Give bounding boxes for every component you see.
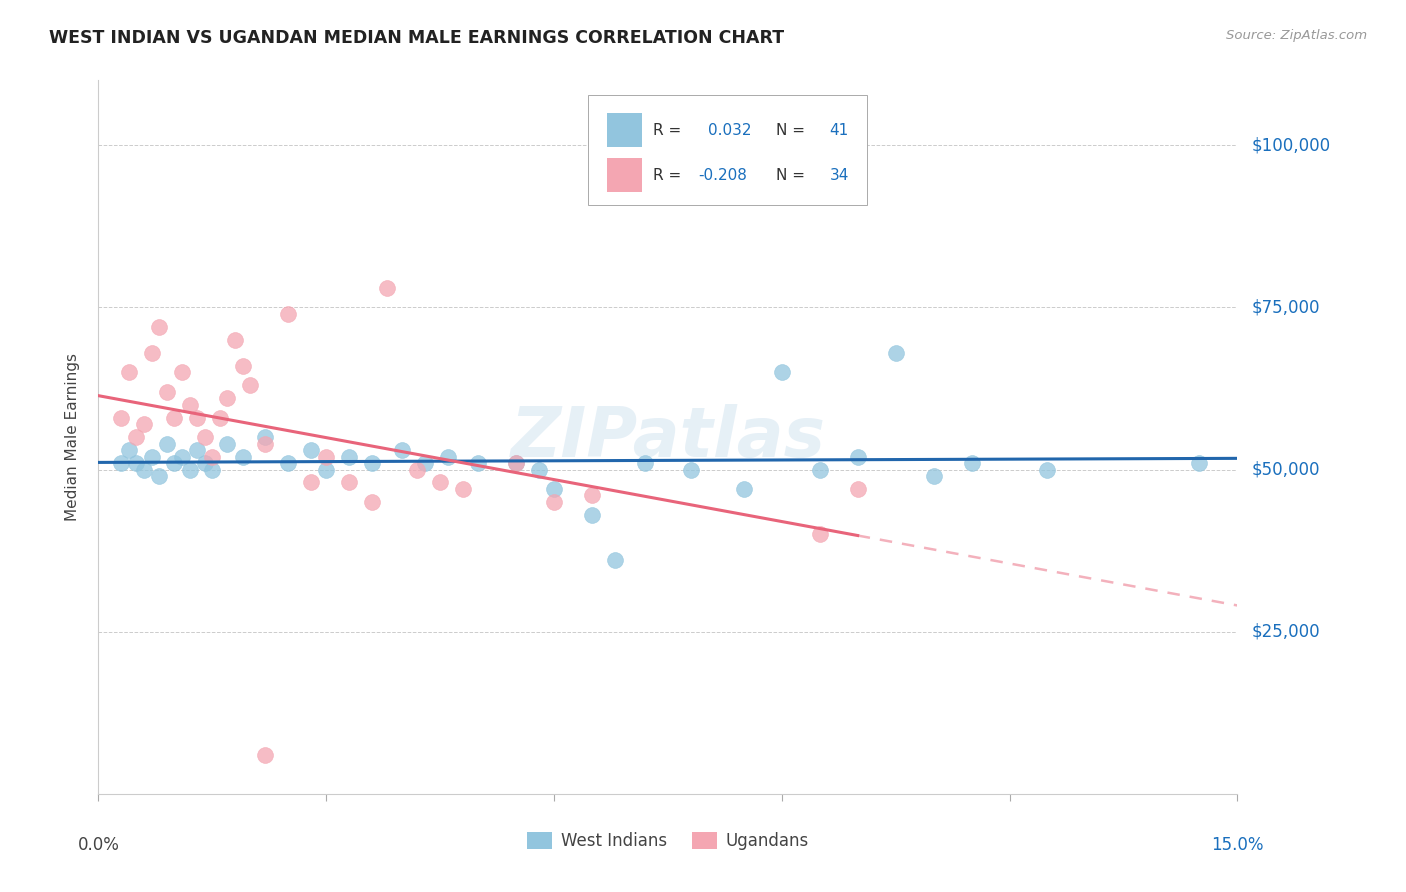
Text: 41: 41 [830, 123, 849, 137]
Point [846, 482, 869, 496]
Point [770, 365, 793, 379]
Text: ZIPatlas: ZIPatlas [510, 403, 825, 471]
Point [186, 410, 208, 425]
Point [277, 307, 299, 321]
Point [808, 527, 831, 541]
Point [360, 456, 382, 470]
Point [232, 359, 254, 373]
Point [163, 410, 186, 425]
Point [603, 553, 626, 567]
Point [132, 417, 155, 431]
Point [527, 462, 550, 476]
Point [179, 398, 201, 412]
Point [179, 462, 201, 476]
Text: 34: 34 [830, 168, 849, 183]
Point [125, 430, 148, 444]
Point [110, 410, 132, 425]
Text: 0.0%: 0.0% [77, 836, 120, 854]
Point [505, 456, 527, 470]
Point [217, 436, 239, 450]
Point [254, 436, 277, 450]
Point [505, 456, 527, 470]
Text: R =: R = [652, 123, 682, 137]
Point [163, 456, 186, 470]
Point [846, 450, 869, 464]
FancyBboxPatch shape [607, 158, 641, 193]
Text: R =: R = [652, 168, 682, 183]
Point [201, 462, 224, 476]
Point [436, 450, 458, 464]
Point [217, 391, 239, 405]
Point [467, 456, 489, 470]
Point [733, 482, 755, 496]
Point [360, 495, 382, 509]
Point [194, 456, 217, 470]
Point [141, 345, 163, 359]
Point [679, 462, 702, 476]
Point [186, 443, 208, 458]
Point [581, 508, 603, 522]
Point [125, 456, 148, 470]
FancyBboxPatch shape [607, 113, 641, 147]
Point [208, 410, 231, 425]
Point [884, 345, 907, 359]
Point [337, 450, 360, 464]
Point [1188, 456, 1211, 470]
Text: Source: ZipAtlas.com: Source: ZipAtlas.com [1226, 29, 1367, 43]
Point [224, 333, 246, 347]
Point [429, 475, 451, 490]
Point [156, 384, 179, 399]
Legend: West Indians, Ugandans: West Indians, Ugandans [520, 825, 815, 857]
Point [391, 443, 413, 458]
Point [148, 469, 170, 483]
Point [315, 462, 337, 476]
Point [118, 443, 141, 458]
Point [543, 495, 565, 509]
Point [170, 365, 193, 379]
Text: N =: N = [776, 168, 806, 183]
Point [141, 450, 163, 464]
Point [110, 456, 132, 470]
Point [315, 450, 337, 464]
Text: N =: N = [776, 123, 806, 137]
Point [451, 482, 474, 496]
Point [808, 462, 831, 476]
Point [277, 456, 299, 470]
Point [232, 450, 254, 464]
Text: 0.032: 0.032 [707, 123, 751, 137]
Text: $25,000: $25,000 [1251, 623, 1320, 640]
Point [922, 469, 945, 483]
Point [634, 456, 657, 470]
Point [299, 443, 322, 458]
Point [337, 475, 360, 490]
Point [118, 365, 141, 379]
Point [148, 319, 170, 334]
Text: WEST INDIAN VS UGANDAN MEDIAN MALE EARNINGS CORRELATION CHART: WEST INDIAN VS UGANDAN MEDIAN MALE EARNI… [49, 29, 785, 47]
Text: $75,000: $75,000 [1251, 298, 1320, 317]
FancyBboxPatch shape [588, 95, 868, 205]
Point [170, 450, 193, 464]
Text: 15.0%: 15.0% [1211, 836, 1264, 854]
Point [239, 378, 262, 392]
Point [581, 488, 603, 502]
Point [375, 281, 398, 295]
Point [254, 430, 277, 444]
Text: $100,000: $100,000 [1251, 136, 1330, 154]
Text: -0.208: -0.208 [699, 168, 748, 183]
Point [543, 482, 565, 496]
Point [156, 436, 179, 450]
Point [960, 456, 983, 470]
Text: $50,000: $50,000 [1251, 460, 1320, 478]
Point [406, 462, 429, 476]
Point [201, 450, 224, 464]
Point [254, 747, 277, 762]
Point [299, 475, 322, 490]
Y-axis label: Median Male Earnings: Median Male Earnings [65, 353, 80, 521]
Point [413, 456, 436, 470]
Point [1036, 462, 1059, 476]
Point [132, 462, 155, 476]
Point [194, 430, 217, 444]
